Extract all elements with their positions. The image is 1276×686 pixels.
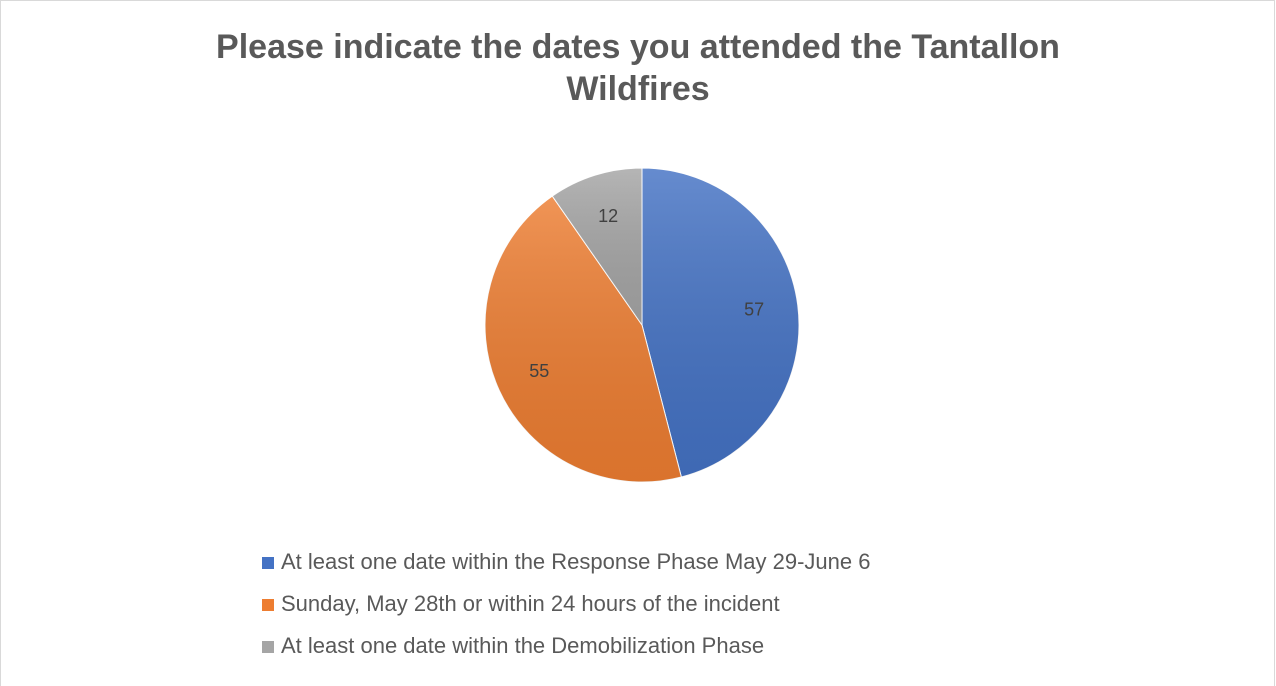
chart-title: Please indicate the dates you attended t…	[216, 28, 1060, 108]
data-label: 12	[598, 206, 618, 226]
data-label: 57	[744, 299, 764, 319]
legend-label: At least one date within the Response Ph…	[281, 549, 870, 574]
legend-swatch	[262, 641, 274, 653]
legend-swatch	[262, 557, 274, 569]
legend-swatch	[262, 599, 274, 611]
legend-label: At least one date within the Demobilizat…	[281, 633, 764, 658]
data-label: 55	[529, 361, 549, 381]
legend-label: Sunday, May 28th or within 24 hours of t…	[281, 591, 780, 616]
